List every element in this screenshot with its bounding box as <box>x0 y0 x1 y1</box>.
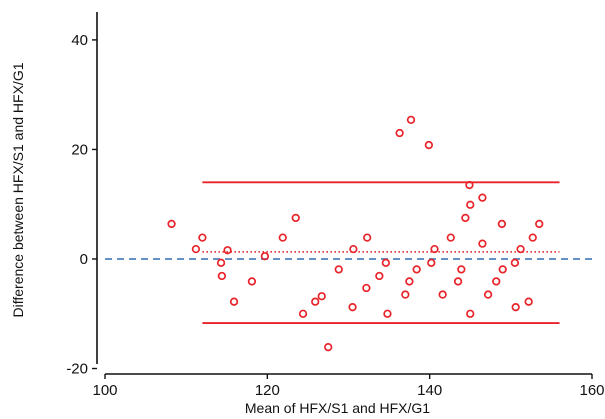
data-point <box>362 283 371 293</box>
data-point <box>466 309 475 318</box>
data-point <box>375 271 384 281</box>
y-tick-label: -20 <box>66 361 88 378</box>
data-point <box>401 290 410 299</box>
data-point <box>383 309 392 318</box>
x-tick-label: 100 <box>92 382 117 399</box>
data-point <box>446 233 455 242</box>
y-tick-label: 40 <box>71 32 88 49</box>
data-point <box>216 258 226 267</box>
data-point <box>535 219 544 229</box>
data-point <box>298 309 308 318</box>
data-points <box>167 115 544 352</box>
data-point <box>217 271 227 281</box>
y-ticks: -20 0 20 40 <box>66 32 97 378</box>
x-tick-label: 120 <box>255 382 280 399</box>
data-point <box>260 252 270 261</box>
data-point <box>478 239 487 248</box>
x-tick-label: 140 <box>417 382 442 399</box>
data-point <box>430 244 439 254</box>
data-point <box>349 244 358 254</box>
x-axis-label: Mean of HFX/S1 and HFX/G1 <box>245 400 430 416</box>
data-point <box>395 128 404 138</box>
data-point <box>412 265 421 274</box>
data-point <box>348 303 357 312</box>
data-point <box>510 258 520 267</box>
data-point <box>198 233 207 242</box>
data-point <box>363 233 372 242</box>
data-point <box>492 277 501 286</box>
x-ticks: 100 120 140 160 <box>92 374 605 399</box>
data-point <box>453 277 463 286</box>
data-point <box>311 297 320 306</box>
data-point <box>317 292 326 301</box>
data-point <box>457 265 466 274</box>
data-point <box>528 233 537 242</box>
data-point <box>247 277 257 286</box>
data-point <box>516 244 525 254</box>
data-point <box>278 233 287 242</box>
data-point <box>167 219 176 229</box>
data-point <box>478 193 487 202</box>
data-point <box>381 258 390 267</box>
data-point <box>498 265 507 274</box>
axes <box>96 12 592 375</box>
data-point <box>424 140 434 150</box>
data-point <box>461 213 470 223</box>
data-point <box>291 213 300 223</box>
data-point <box>524 297 533 306</box>
data-point <box>223 246 232 255</box>
data-point <box>334 265 343 274</box>
data-point <box>465 180 474 190</box>
data-point <box>324 343 333 352</box>
data-point <box>406 115 416 125</box>
data-point <box>483 290 493 299</box>
y-tick-label: 0 <box>80 251 88 268</box>
y-tick-label: 20 <box>71 141 88 158</box>
data-point <box>511 303 520 312</box>
data-point <box>427 258 436 267</box>
data-point <box>191 244 201 254</box>
data-point <box>497 219 507 229</box>
data-point <box>438 290 447 299</box>
y-axis-label: Difference between HFX/S1 and HFX/G1 <box>10 62 26 317</box>
data-point <box>229 297 239 306</box>
data-point <box>466 200 475 209</box>
reference-lines <box>105 181 592 324</box>
x-tick-label: 160 <box>579 382 604 399</box>
data-point <box>405 277 414 286</box>
